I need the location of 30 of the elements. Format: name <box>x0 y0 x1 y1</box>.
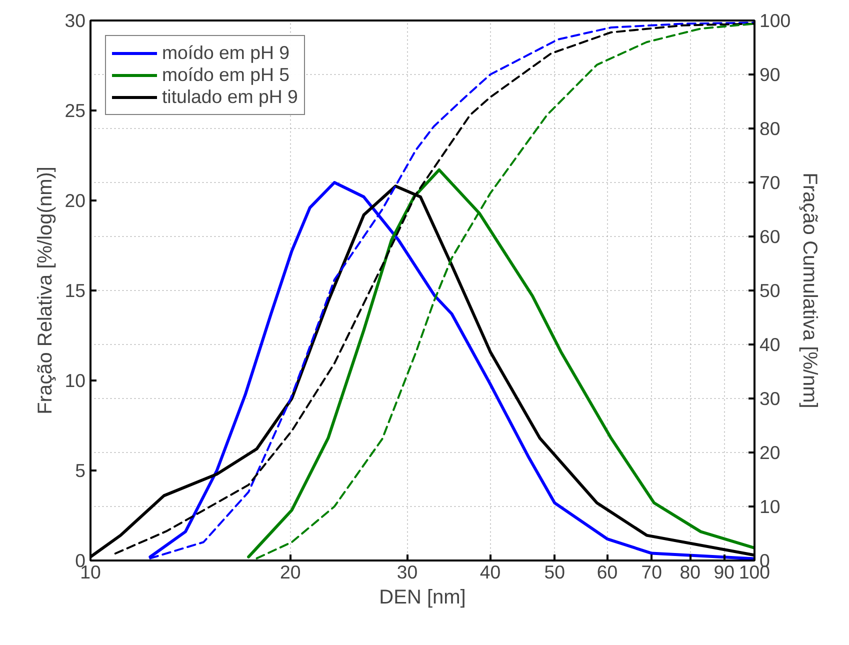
y-axis-title: Fração Relativa [%/log(nm)] <box>34 166 57 414</box>
y2-tick-label: 10 <box>760 496 780 517</box>
y-tick-label: 5 <box>75 460 86 481</box>
legend-label: moído em pH 9 <box>162 42 290 64</box>
y-tick-label: 25 <box>64 100 86 121</box>
y2-tick-label: 40 <box>760 334 780 355</box>
y-tick-label: 30 <box>64 10 86 31</box>
x-tick-label: 70 <box>641 562 662 582</box>
y2-tick-label: 30 <box>760 388 780 409</box>
y2-tick-label: 90 <box>760 64 780 85</box>
y-tick-label: 20 <box>64 190 86 211</box>
y-tick-label: 10 <box>64 370 86 391</box>
x-tick-label: 20 <box>280 562 301 582</box>
y2-tick-label: 20 <box>760 442 780 463</box>
y2-tick-label: 60 <box>760 226 780 247</box>
legend-label: titulado em pH 9 <box>162 86 298 108</box>
y2-tick-label: 80 <box>760 118 780 139</box>
y2-tick-label: 70 <box>760 172 780 193</box>
legend-label: moído em pH 5 <box>162 64 290 86</box>
x-tick-label: 60 <box>596 562 618 582</box>
y2-tick-label: 100 <box>760 10 791 31</box>
x-axis-title: DEN [nm] <box>379 586 466 608</box>
x-tick-label: 30 <box>396 562 418 582</box>
x-tick-label: 50 <box>544 562 566 582</box>
y2-tick-label: 50 <box>760 280 780 301</box>
x-tick-label: 40 <box>480 562 501 582</box>
x-tick-label: 90 <box>714 562 735 582</box>
x-tick-label: 80 <box>680 562 701 582</box>
y2-axis-title: Fração Cumulativa [%/nm] <box>798 172 821 408</box>
y-tick-label: 15 <box>64 280 86 301</box>
